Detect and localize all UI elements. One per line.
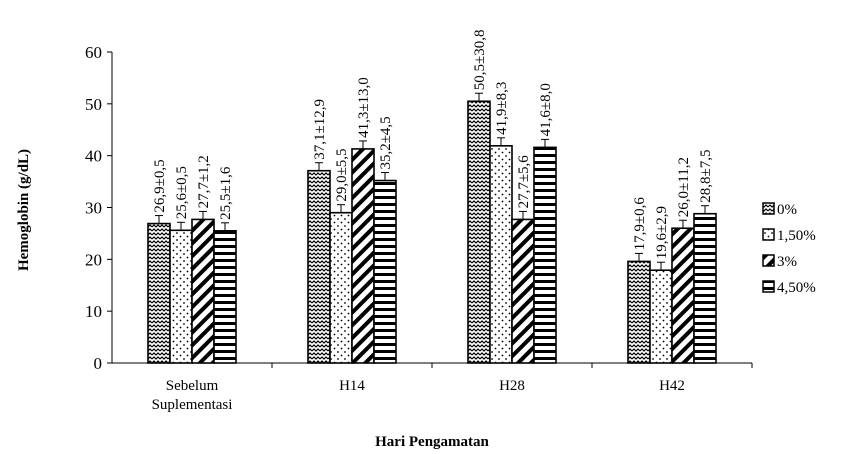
- data-label: 25,5±1,6: [218, 166, 234, 220]
- y-tick-label: 40: [85, 147, 102, 166]
- data-label: 50,5±30,8: [472, 30, 488, 91]
- data-label: 41,3±13,0: [356, 77, 372, 138]
- x-category-label: H42: [659, 378, 685, 394]
- bar-horizontal: [693, 212, 717, 364]
- legend-label: 4,50%: [777, 280, 816, 296]
- data-label: 37,1±12,9: [312, 99, 328, 160]
- data-labels: 26,9±0,5 25,6±0,5 27,7±1,2 25,5±1,6 37,1±12,…: [152, 30, 714, 260]
- data-label: 26,9±0,5: [152, 159, 168, 212]
- legend-swatch-zigzag: [762, 202, 775, 215]
- data-label: 41,6±8,0: [538, 83, 554, 136]
- x-axis-title: Hari Pengamatan: [375, 434, 489, 450]
- bar-horizontal: [213, 230, 237, 364]
- y-tick-label: 0: [94, 354, 103, 373]
- bar-dots: [649, 269, 673, 364]
- y-axis-title: Hemoglobin (g/dL): [16, 149, 32, 271]
- data-label: 35,2±4,5: [378, 116, 394, 169]
- data-label: 28,8±7,5: [698, 149, 714, 202]
- bar-zigzag: [147, 222, 171, 364]
- x-category-label: Suplementasi: [152, 397, 233, 413]
- bar-diagonal: [191, 218, 215, 364]
- data-label: 27,7±1,2: [196, 155, 212, 208]
- x-category-label: H28: [499, 378, 525, 394]
- bar-zigzag: [307, 169, 331, 364]
- data-label: 29,0±5,5: [334, 148, 350, 201]
- legend-swatch-diagonal: [762, 254, 775, 267]
- bar-diagonal: [351, 148, 375, 364]
- y-tick-label: 50: [85, 95, 102, 114]
- error-bars: [155, 92, 709, 271]
- legend-label: 0%: [777, 202, 797, 218]
- legend: 0% 1,50% 3% 4,50%: [762, 202, 816, 296]
- bar-zigzag: [627, 260, 651, 364]
- bar-dots: [169, 229, 193, 364]
- data-label: 19,6±2,9: [654, 206, 670, 259]
- bar-horizontal: [533, 146, 557, 364]
- bar-diagonal: [511, 218, 535, 364]
- x-category-label: Sebelum: [166, 378, 219, 394]
- y-tick-label: 60: [85, 43, 102, 62]
- bars: [147, 100, 717, 364]
- y-tick-label: 20: [85, 250, 102, 269]
- data-label: 25,6±0,5: [174, 166, 190, 219]
- data-label: 26,0±11,2: [676, 157, 692, 217]
- legend-label: 3%: [777, 254, 797, 270]
- y-ticks: 0 10 20 30 40 50 60: [85, 43, 112, 373]
- bar-diagonal: [671, 227, 695, 364]
- legend-swatch-horizontal: [762, 280, 775, 293]
- legend-swatch-dots: [762, 228, 775, 241]
- legend-label: 1,50%: [777, 228, 816, 244]
- bar-dots: [329, 211, 353, 364]
- data-label: 17,9±0,6: [632, 197, 648, 251]
- bar-horizontal: [373, 179, 397, 364]
- bar-zigzag: [467, 100, 491, 364]
- data-label: 41,9±8,3: [494, 82, 510, 135]
- data-label: 27,7±5,6: [516, 155, 532, 209]
- x-category-labels: Sebelum Suplementasi H14 H28 H42: [152, 363, 753, 413]
- bar-dots: [489, 145, 513, 364]
- x-category-label: H14: [339, 378, 365, 394]
- y-tick-label: 10: [85, 302, 102, 321]
- y-tick-label: 30: [85, 199, 102, 218]
